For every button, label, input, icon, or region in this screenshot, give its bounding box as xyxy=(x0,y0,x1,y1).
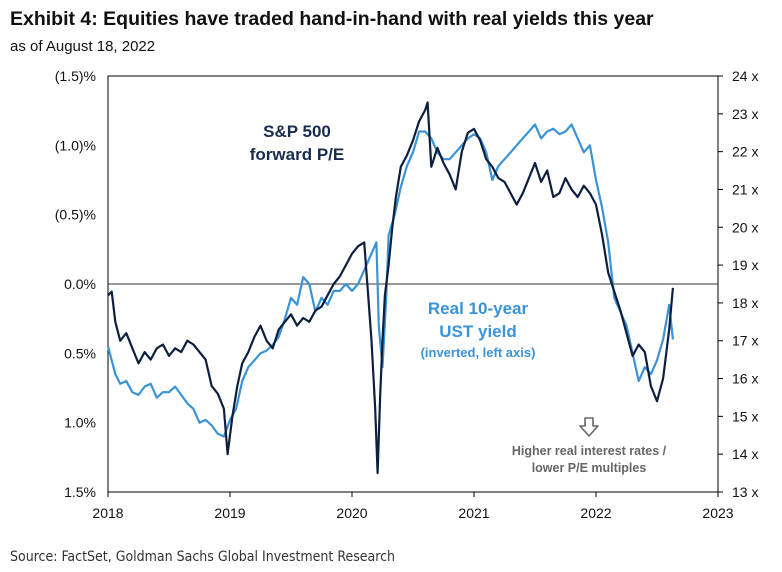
left-tick-label: 0.0% xyxy=(64,276,96,292)
right-tick-label: 13 x xyxy=(732,484,758,500)
chart-title: Exhibit 4: Equities have traded hand-in-… xyxy=(10,8,654,30)
right-tick-label: 16 x xyxy=(732,371,758,387)
source-note: Source: FactSet, Goldman Sachs Global In… xyxy=(10,549,396,565)
arrow-note-line1: Higher real interest rates / xyxy=(512,444,667,458)
right-tick-label: 18 x xyxy=(732,295,758,311)
down-arrow-icon xyxy=(579,417,599,437)
left-tick-label: (0.5)% xyxy=(55,207,96,223)
x-tick-label: 2021 xyxy=(458,505,489,521)
yield-label-line1: Real 10-year xyxy=(428,299,529,318)
left-tick-label: (1.0)% xyxy=(55,137,96,153)
right-tick-label: 14 x xyxy=(732,446,758,462)
right-tick-label: 20 x xyxy=(732,219,758,235)
right-tick-label: 15 x xyxy=(732,408,758,424)
yield-label-line2: UST yield xyxy=(439,322,516,341)
left-axis: (1.5)% (1.0)% (0.5)% 0.0% 0.5% 1.0% 1.5% xyxy=(55,68,96,500)
x-tick-label: 2023 xyxy=(702,505,733,521)
yield-note: (inverted, left axis) xyxy=(421,345,536,360)
right-tick-label: 24 x xyxy=(732,68,758,84)
pe-label-line2: forward P/E xyxy=(250,145,344,164)
right-tick-label: 17 x xyxy=(732,333,758,349)
right-tick-label: 21 x xyxy=(732,181,758,197)
left-tick-label: (1.5)% xyxy=(55,68,96,84)
left-tick-label: 1.5% xyxy=(64,484,96,500)
right-tick-label: 22 x xyxy=(732,144,758,160)
line-chart: (1.5)%(1.0)%(0.5)%0.0%0.5%1.0%1.5% 24 x2… xyxy=(55,68,759,521)
x-tick-label: 2019 xyxy=(214,505,245,521)
left-tick-label: 1.0% xyxy=(64,415,96,431)
pe-label-line1: S&P 500 xyxy=(263,122,331,141)
x-tick-label: 2020 xyxy=(336,505,367,521)
arrow-note-line2: lower P/E multiples xyxy=(532,461,647,475)
x-tick-label: 2022 xyxy=(580,505,611,521)
right-tick-label: 23 x xyxy=(732,106,758,122)
series-line-pe xyxy=(107,101,674,475)
chart-subtitle: as of August 18, 2022 xyxy=(10,38,156,55)
x-tick-label: 2018 xyxy=(92,505,123,521)
right-tick-label: 19 x xyxy=(732,257,758,273)
left-tick-label: 0.5% xyxy=(64,345,96,361)
series-line-real-yield xyxy=(106,123,674,438)
right-axis: 24 x 23 x 22 x 21 x 20 x 19 x 18 x 17 x 16 x 15 x… xyxy=(718,68,758,500)
x-axis: 2018 2019 2020 2021 2022 2023 xyxy=(92,492,734,521)
